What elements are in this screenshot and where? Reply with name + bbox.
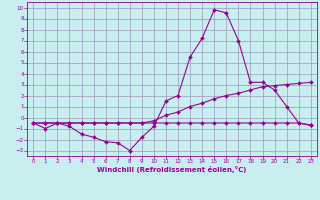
X-axis label: Windchill (Refroidissement éolien,°C): Windchill (Refroidissement éolien,°C) bbox=[97, 166, 247, 173]
